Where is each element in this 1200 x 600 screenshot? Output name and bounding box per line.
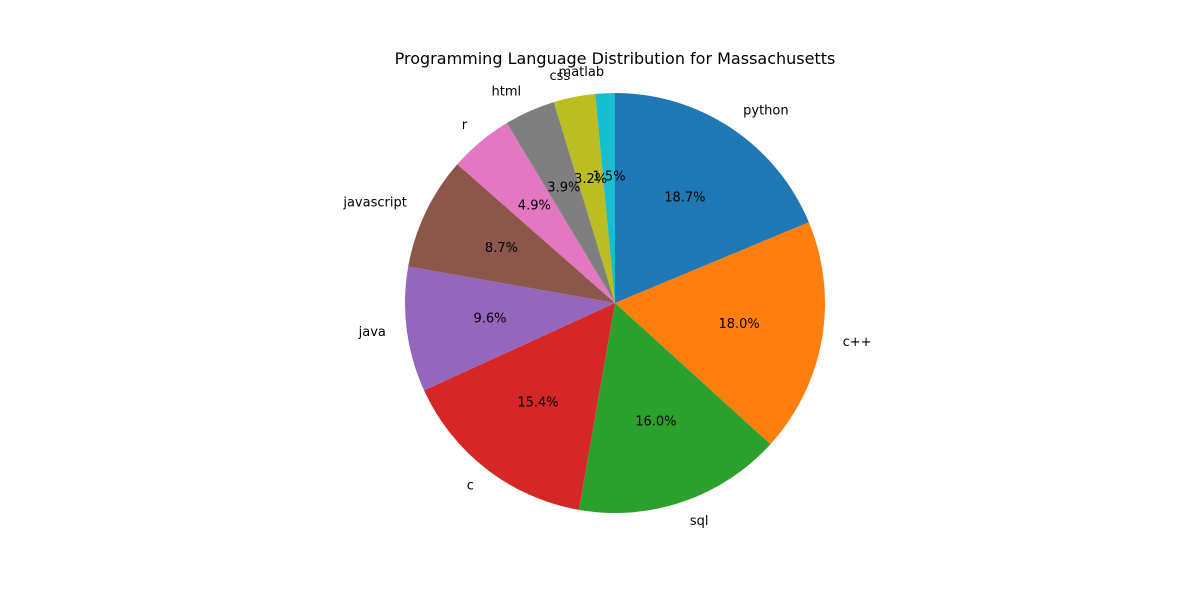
slice-label: css <box>550 69 571 84</box>
slice-label: r <box>462 118 468 133</box>
slice-percentage-label: 18.0% <box>718 317 759 332</box>
slice-percentage-label: 4.9% <box>518 199 551 214</box>
pie-slice-python <box>615 93 809 303</box>
slice-label: html <box>492 84 522 99</box>
slice-percentage-label: 15.4% <box>517 395 558 410</box>
slice-percentage-label: 3.9% <box>547 180 580 195</box>
slice-label: c++ <box>843 335 872 350</box>
slice-label: sql <box>690 514 709 529</box>
chart-title: Programming Language Distribution for Ma… <box>395 49 836 68</box>
pie-slice-c <box>424 303 615 510</box>
slice-label: matlab <box>559 65 605 80</box>
pie-slice-matlab <box>595 93 615 303</box>
pie-slice-html <box>506 102 615 303</box>
slice-labels: python c++ sql c java javascript r html cssmatla… <box>342 65 871 529</box>
slice-label: java <box>358 325 386 340</box>
pie-slice-css <box>553 93 615 303</box>
slice-percentage-label: 9.6% <box>474 312 507 327</box>
slice-percentage-label: 8.7% <box>485 241 518 256</box>
pie-slice-sql <box>578 303 771 513</box>
slice-percentage-label: 18.7% <box>664 191 705 206</box>
pie-slice-c <box>615 222 826 445</box>
pie-slice-javascript <box>408 164 615 303</box>
pie-slice-r <box>457 122 615 303</box>
slice-percentage-label: 16.0% <box>635 415 676 430</box>
pie-slices <box>405 93 826 513</box>
percentage-labels: 18.7% 18.0% 16.0% 15.4% 9.6% 8.7% 4.9% 3.9%3.2%… <box>474 170 760 430</box>
pie-slice-java <box>405 266 615 391</box>
slice-label: python <box>743 103 788 118</box>
slice-percentage-label: 3.2% <box>574 172 607 187</box>
slice-label: javascript <box>342 195 406 210</box>
slice-percentage-label: 1.5% <box>593 170 626 185</box>
slice-label: c <box>467 478 474 493</box>
